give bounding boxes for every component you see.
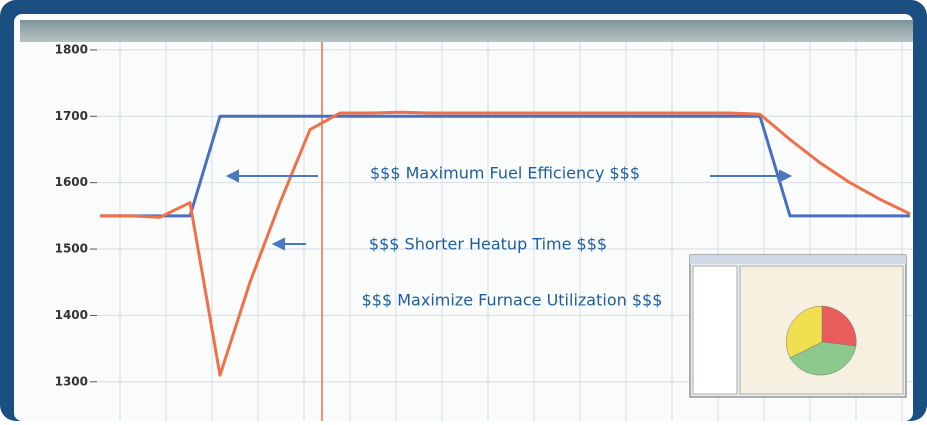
inset-toolbar: [690, 255, 906, 264]
header-band: [20, 20, 913, 42]
inset-sidebar: [693, 266, 737, 394]
chart: 1300 1400 1500 1600 1700 1800 $$$ Maximum Fue…: [0, 0, 927, 421]
y-tick-label: 1800: [55, 42, 88, 56]
annotation: $$$ Shorter Heatup Time $$$: [369, 235, 607, 254]
y-tick-label: 1600: [55, 175, 88, 189]
y-tick-label: 1700: [55, 109, 88, 123]
y-tick-label: 1400: [55, 308, 88, 322]
y-tick-label: 1500: [55, 242, 88, 256]
inset-screenshot: [690, 255, 906, 397]
page: {"chart_data": { "type": "line", "catego…: [0, 0, 927, 421]
y-tick-label: 1300: [55, 374, 88, 388]
annotation: $$$ Maximum Fuel Efficiency $$$: [370, 164, 640, 183]
annotation: $$$ Maximize Furnace Utilization $$$: [362, 291, 663, 310]
